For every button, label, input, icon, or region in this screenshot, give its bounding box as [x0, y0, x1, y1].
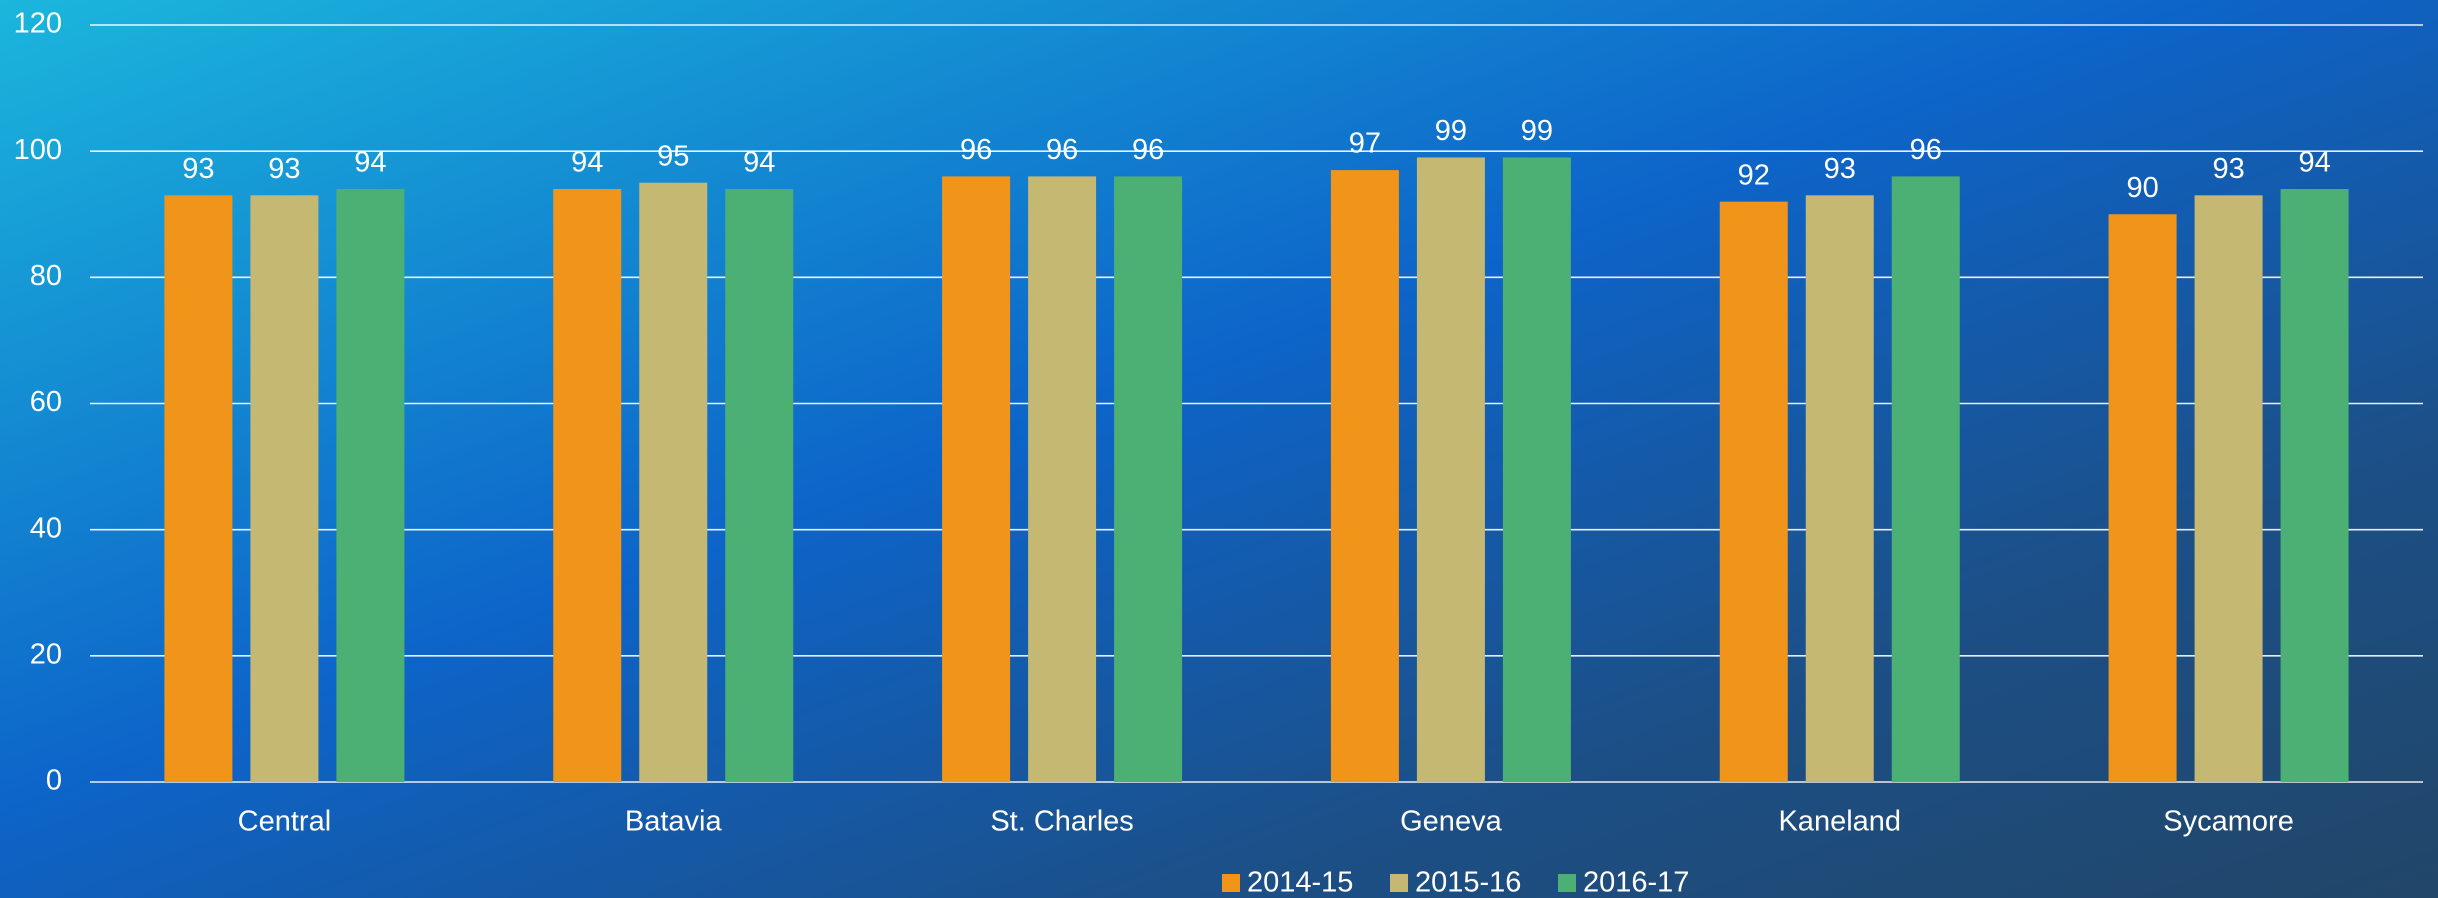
y-tick-label: 0 — [46, 765, 62, 797]
data-label: 96 — [1132, 134, 1164, 166]
data-label: 99 — [1521, 115, 1553, 147]
data-label: 97 — [1349, 128, 1381, 160]
bar — [1416, 157, 1485, 783]
bar — [1028, 176, 1097, 782]
data-label: 92 — [1738, 159, 1770, 191]
data-label: 93 — [1824, 153, 1856, 185]
bar — [1502, 157, 1571, 783]
bar — [1114, 176, 1183, 782]
x-tick-label: Batavia — [625, 806, 723, 838]
bar — [639, 182, 708, 783]
data-label: 90 — [2126, 172, 2158, 204]
x-tick-label: Geneva — [1400, 806, 1502, 838]
data-label: 94 — [743, 147, 775, 179]
bar — [164, 195, 233, 782]
data-label: 94 — [354, 147, 386, 179]
data-label: 96 — [1910, 134, 1942, 166]
y-tick-label: 100 — [14, 134, 62, 166]
legend-label: 2015-16 — [1415, 867, 1521, 898]
data-label: 96 — [960, 134, 992, 166]
legend-swatch — [1558, 874, 1576, 892]
data-label: 93 — [2212, 153, 2244, 185]
bar — [1719, 201, 1788, 783]
data-label: 94 — [571, 147, 603, 179]
legend-swatch — [1390, 874, 1408, 892]
bar — [2280, 189, 2349, 782]
y-tick-label: 40 — [30, 512, 62, 544]
legend-label: 2016-17 — [1583, 867, 1689, 898]
data-label: 95 — [657, 140, 689, 172]
data-label: 94 — [2298, 147, 2330, 179]
data-label: 93 — [268, 153, 300, 185]
bar — [2194, 195, 2263, 782]
legend-label: 2014-15 — [1247, 867, 1353, 898]
bar — [553, 189, 622, 782]
bar — [725, 189, 794, 782]
y-tick-label: 20 — [30, 638, 62, 670]
bar — [1330, 170, 1399, 782]
bar — [336, 189, 405, 782]
bar — [2108, 214, 2177, 782]
bar — [942, 176, 1011, 782]
y-tick-label: 120 — [14, 8, 62, 40]
y-tick-label: 80 — [30, 260, 62, 292]
bar — [1891, 176, 1960, 782]
data-label: 99 — [1435, 115, 1467, 147]
bar — [1805, 195, 1874, 782]
x-tick-label: Central — [238, 806, 332, 838]
data-label: 96 — [1046, 134, 1078, 166]
x-tick-label: Kaneland — [1778, 806, 1901, 838]
x-tick-label: Sycamore — [2163, 806, 2294, 838]
data-label: 93 — [182, 153, 214, 185]
bar — [250, 195, 319, 782]
y-tick-label: 60 — [30, 386, 62, 418]
x-tick-label: St. Charles — [990, 806, 1133, 838]
legend-swatch — [1222, 874, 1240, 892]
